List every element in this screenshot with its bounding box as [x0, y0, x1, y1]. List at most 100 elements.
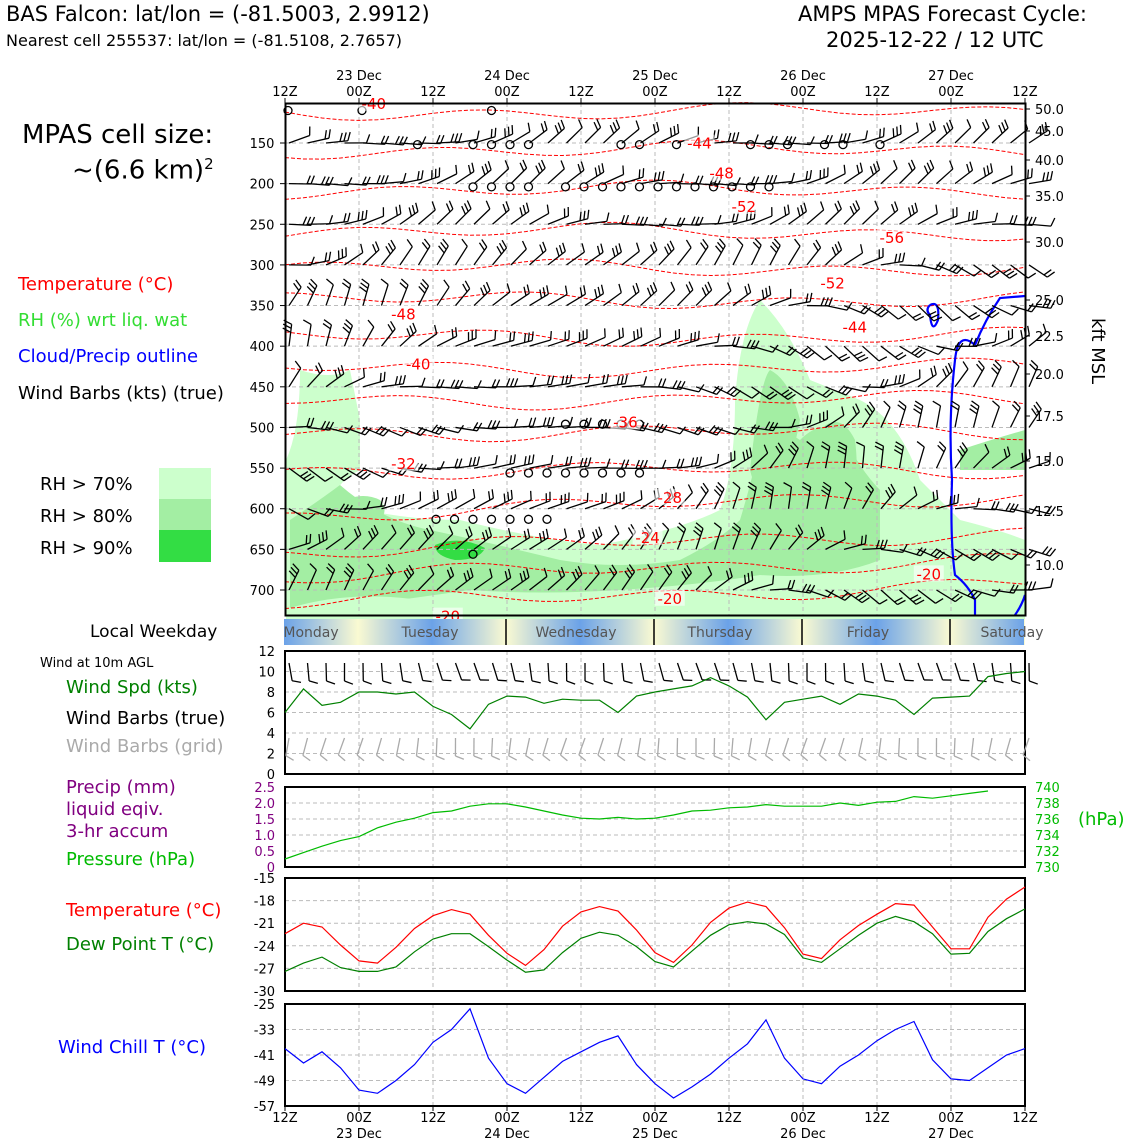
wind-barb-feather [594, 288, 598, 299]
wind-barb-feather [310, 278, 318, 287]
wind-barb [936, 305, 953, 322]
wind-barb-feather [883, 539, 888, 549]
wind-barb-feather [895, 441, 904, 447]
wind-barb-feather [789, 444, 797, 453]
wind-barb-feather [713, 489, 722, 497]
wind-barb-feather [467, 164, 472, 174]
temperature-label-bg [654, 589, 685, 606]
wind-barb-feather [1027, 303, 1034, 312]
pressure-tick-label: 450 [250, 381, 275, 396]
wind-barb [751, 215, 773, 225]
wind-barb-feather [953, 494, 956, 505]
wind-barb-feather [485, 200, 491, 210]
wind-barb-feather [878, 356, 888, 362]
wind-barb-feather [587, 457, 592, 467]
wind-barb-feather [305, 535, 308, 545]
wind-barb-feather [522, 159, 528, 169]
calm-circle [634, 182, 645, 192]
grid-wind-barb-feather [695, 755, 705, 760]
pressure-tick-label: 400 [250, 340, 275, 355]
wind-barb-feather [539, 289, 543, 299]
wind-barb-feather [852, 203, 858, 212]
wind-barb-feather [846, 132, 851, 142]
wind-barb-feather [837, 200, 842, 210]
wind-barb-feather [384, 496, 388, 506]
wind-barb [436, 335, 457, 347]
wind-barb-feather [885, 489, 891, 499]
wind-barb-feather [635, 459, 640, 469]
wind-barb-feather [635, 120, 640, 130]
wind-barb [288, 508, 309, 520]
grid-wind-barb [597, 737, 605, 756]
wind-barb [399, 246, 413, 266]
wind-barb-feather [929, 159, 935, 169]
wind-barb [380, 284, 389, 306]
surface-wind-barb [528, 662, 533, 681]
wind-barb-feather [292, 563, 300, 571]
wind-barb-feather [907, 162, 913, 172]
grid-wind-barb-feather [376, 754, 385, 762]
time-hour-top: 12Z [716, 85, 742, 100]
wind-barb-feather [855, 592, 864, 599]
grid-wind-barb [838, 737, 845, 756]
cell-size-sup: 2 [204, 155, 214, 173]
wind-barb-feather [652, 241, 658, 251]
wind-barb-feather [606, 418, 611, 428]
wind-barb-feather [742, 451, 746, 461]
grid-wind-barb [730, 737, 734, 756]
temperature-contour-label: -20 [658, 590, 683, 608]
wind-barb [935, 405, 942, 428]
wind-barb-feather [971, 314, 981, 321]
wind-barb-feather [1043, 269, 1052, 276]
wind-barb-feather [1002, 268, 1012, 274]
wind-barb-feather [899, 124, 902, 134]
wind-barb-feather [564, 285, 568, 295]
calm-circle [708, 182, 719, 192]
panel-tick-label: -21 [254, 917, 275, 932]
wind-barb-feather [461, 238, 468, 247]
wind-barb [566, 501, 588, 510]
wind-barb [1010, 176, 1032, 185]
grid-wind-barb [764, 737, 771, 756]
surface-wind-barb-feather [960, 679, 970, 682]
grid-wind-barb [656, 737, 660, 756]
wind-barb-feather [643, 376, 648, 386]
surface-wind-barb [843, 662, 846, 682]
wind-barb [917, 213, 938, 225]
wind-barb-feather [809, 414, 813, 424]
wind-barb-feather [550, 455, 554, 465]
wind-barb-feather [522, 570, 527, 580]
wind-barb-feather [463, 572, 468, 582]
wind-barb [843, 138, 866, 144]
wind-barb-feather [713, 522, 722, 529]
wind-barb-feather [299, 470, 309, 477]
wind-barb-feather [440, 241, 447, 250]
calm-circle [616, 182, 626, 192]
wind-barb [547, 424, 570, 429]
wind-barb-feather [356, 469, 364, 476]
temperature-contour-line [284, 326, 1026, 347]
wind-barb-feather [875, 539, 880, 549]
wind-barb [973, 127, 990, 144]
wind-barb-feather [865, 130, 869, 140]
grid-wind-barb [1004, 737, 1012, 756]
wind-barb-feather [326, 278, 334, 286]
wind-barb [825, 538, 846, 550]
calm-circle [671, 182, 682, 192]
wind-barb-feather [988, 552, 997, 559]
wind-barb [343, 325, 354, 347]
wind-barb-feather [932, 400, 941, 407]
grid-wind-barb-feather [560, 754, 568, 762]
surface-wind-barb-feather [788, 680, 798, 685]
wind-barb [954, 169, 973, 185]
calm-circle [764, 182, 774, 192]
wind-barb-feather [394, 495, 397, 506]
wind-barb-feather [820, 445, 830, 451]
wind-barb-feather [896, 126, 899, 136]
weekday-name: Saturday [980, 625, 1043, 641]
wind-barb [418, 498, 439, 510]
calm-circle [468, 139, 478, 150]
wind-barb [547, 338, 570, 347]
panel-tick-label: 1.0 [254, 829, 275, 844]
